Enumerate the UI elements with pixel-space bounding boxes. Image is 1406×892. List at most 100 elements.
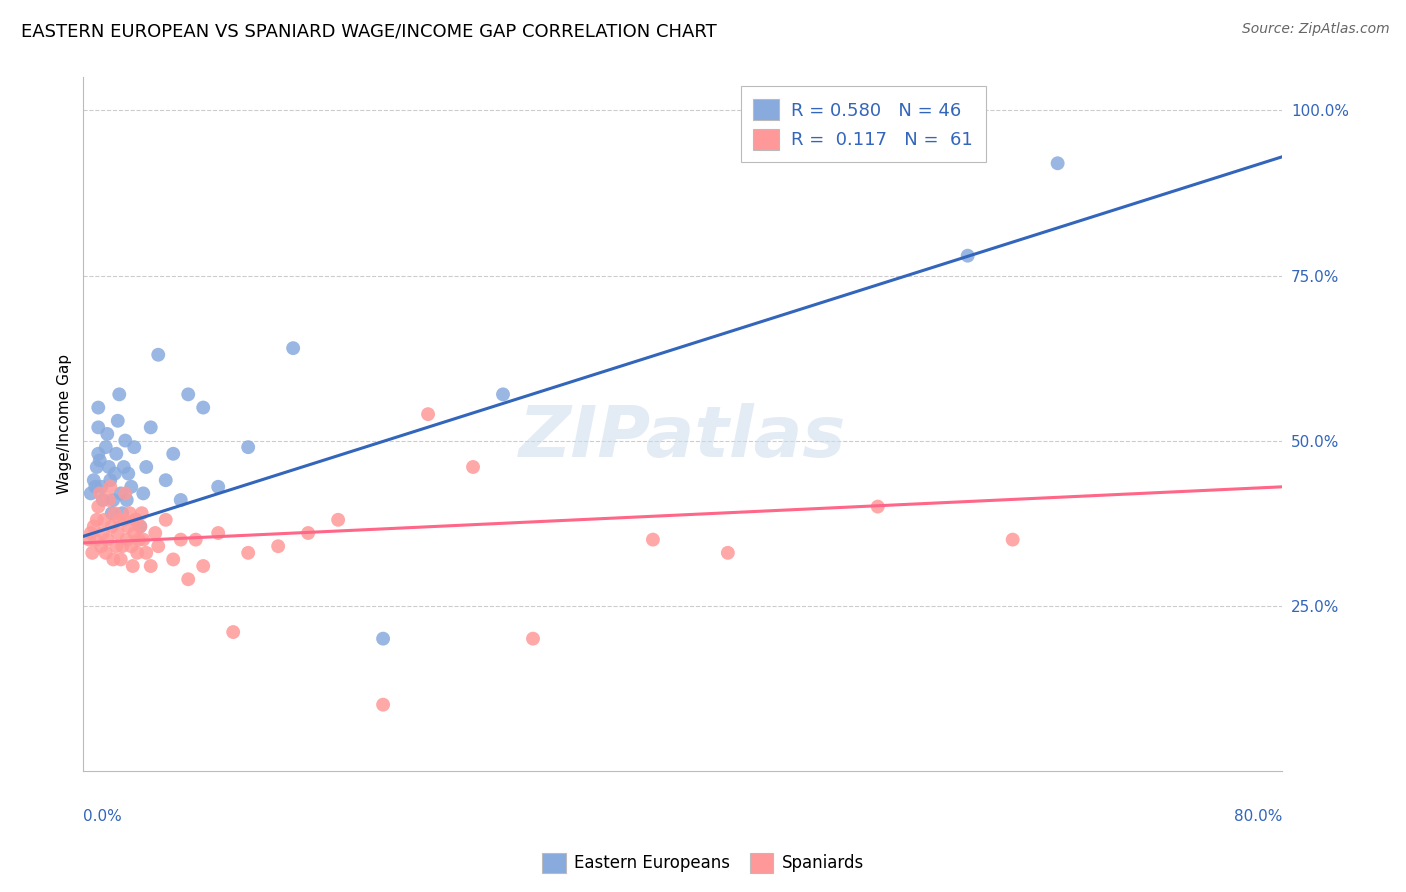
Point xyxy=(120,539,142,553)
Point xyxy=(170,493,193,508)
Point xyxy=(115,493,138,508)
Point xyxy=(87,500,110,514)
Point xyxy=(956,249,979,263)
Point xyxy=(193,559,215,574)
Point xyxy=(155,513,177,527)
Text: Source: ZipAtlas.com: Source: ZipAtlas.com xyxy=(1241,22,1389,37)
Point xyxy=(522,632,544,646)
Point xyxy=(97,460,120,475)
Text: ZIPatlas: ZIPatlas xyxy=(519,403,846,473)
Point xyxy=(89,486,111,500)
Point xyxy=(89,453,111,467)
Legend: R = 0.580   N = 46, R =  0.117   N =  61: R = 0.580 N = 46, R = 0.117 N = 61 xyxy=(741,87,986,162)
Point xyxy=(111,539,134,553)
Point xyxy=(193,401,215,415)
Point xyxy=(267,539,290,553)
Point xyxy=(148,348,170,362)
Point xyxy=(127,546,149,560)
Legend: Eastern Europeans, Spaniards: Eastern Europeans, Spaniards xyxy=(536,847,870,880)
Point xyxy=(110,552,132,566)
Point xyxy=(128,533,150,547)
Point xyxy=(139,420,162,434)
Point xyxy=(104,467,127,481)
Point xyxy=(1001,533,1024,547)
Point xyxy=(80,486,103,500)
Point xyxy=(135,546,157,560)
Point xyxy=(79,533,101,547)
Point xyxy=(110,486,132,500)
Point xyxy=(207,480,229,494)
Point xyxy=(122,440,145,454)
Point xyxy=(90,480,112,494)
Point xyxy=(98,480,121,494)
Point xyxy=(155,473,177,487)
Point xyxy=(717,546,740,560)
Text: 80.0%: 80.0% xyxy=(1234,809,1282,824)
Point xyxy=(162,552,184,566)
Point xyxy=(122,526,145,541)
Point xyxy=(107,414,129,428)
Point xyxy=(86,460,108,475)
Point xyxy=(94,440,117,454)
Point xyxy=(641,533,664,547)
Point xyxy=(125,513,148,527)
Point xyxy=(281,341,304,355)
Point xyxy=(492,387,515,401)
Point xyxy=(83,519,105,533)
Point xyxy=(132,486,155,500)
Point xyxy=(91,493,114,508)
Point xyxy=(104,506,127,520)
Point xyxy=(114,434,136,448)
Point xyxy=(371,698,394,712)
Point xyxy=(90,539,112,553)
Point xyxy=(107,526,129,541)
Point xyxy=(100,506,122,520)
Point xyxy=(98,473,121,487)
Point xyxy=(96,427,118,442)
Point xyxy=(105,539,128,553)
Point xyxy=(100,519,122,533)
Point xyxy=(207,526,229,541)
Point xyxy=(129,519,152,533)
Point xyxy=(461,460,484,475)
Point xyxy=(82,546,104,560)
Point xyxy=(115,533,138,547)
Point xyxy=(170,533,193,547)
Point xyxy=(129,519,152,533)
Point xyxy=(94,546,117,560)
Point xyxy=(87,420,110,434)
Point xyxy=(103,493,125,508)
Point xyxy=(97,493,120,508)
Point xyxy=(416,407,439,421)
Point xyxy=(86,513,108,527)
Point xyxy=(93,513,115,527)
Point xyxy=(120,480,142,494)
Point xyxy=(131,506,153,520)
Text: EASTERN EUROPEAN VS SPANIARD WAGE/INCOME GAP CORRELATION CHART: EASTERN EUROPEAN VS SPANIARD WAGE/INCOME… xyxy=(21,22,717,40)
Point xyxy=(297,526,319,541)
Point xyxy=(87,447,110,461)
Point xyxy=(132,533,155,547)
Point xyxy=(184,533,207,547)
Point xyxy=(117,519,139,533)
Point xyxy=(108,387,131,401)
Point xyxy=(112,460,135,475)
Point xyxy=(238,546,260,560)
Y-axis label: Wage/Income Gap: Wage/Income Gap xyxy=(58,354,72,494)
Point xyxy=(112,513,135,527)
Point xyxy=(105,447,128,461)
Point xyxy=(108,513,131,527)
Point xyxy=(117,467,139,481)
Point xyxy=(222,625,245,640)
Point xyxy=(83,473,105,487)
Point xyxy=(87,401,110,415)
Point xyxy=(143,526,166,541)
Point xyxy=(135,460,157,475)
Point xyxy=(125,513,148,527)
Point xyxy=(103,552,125,566)
Point xyxy=(80,526,103,541)
Point xyxy=(91,526,114,541)
Point xyxy=(148,539,170,553)
Point xyxy=(84,480,107,494)
Point xyxy=(162,447,184,461)
